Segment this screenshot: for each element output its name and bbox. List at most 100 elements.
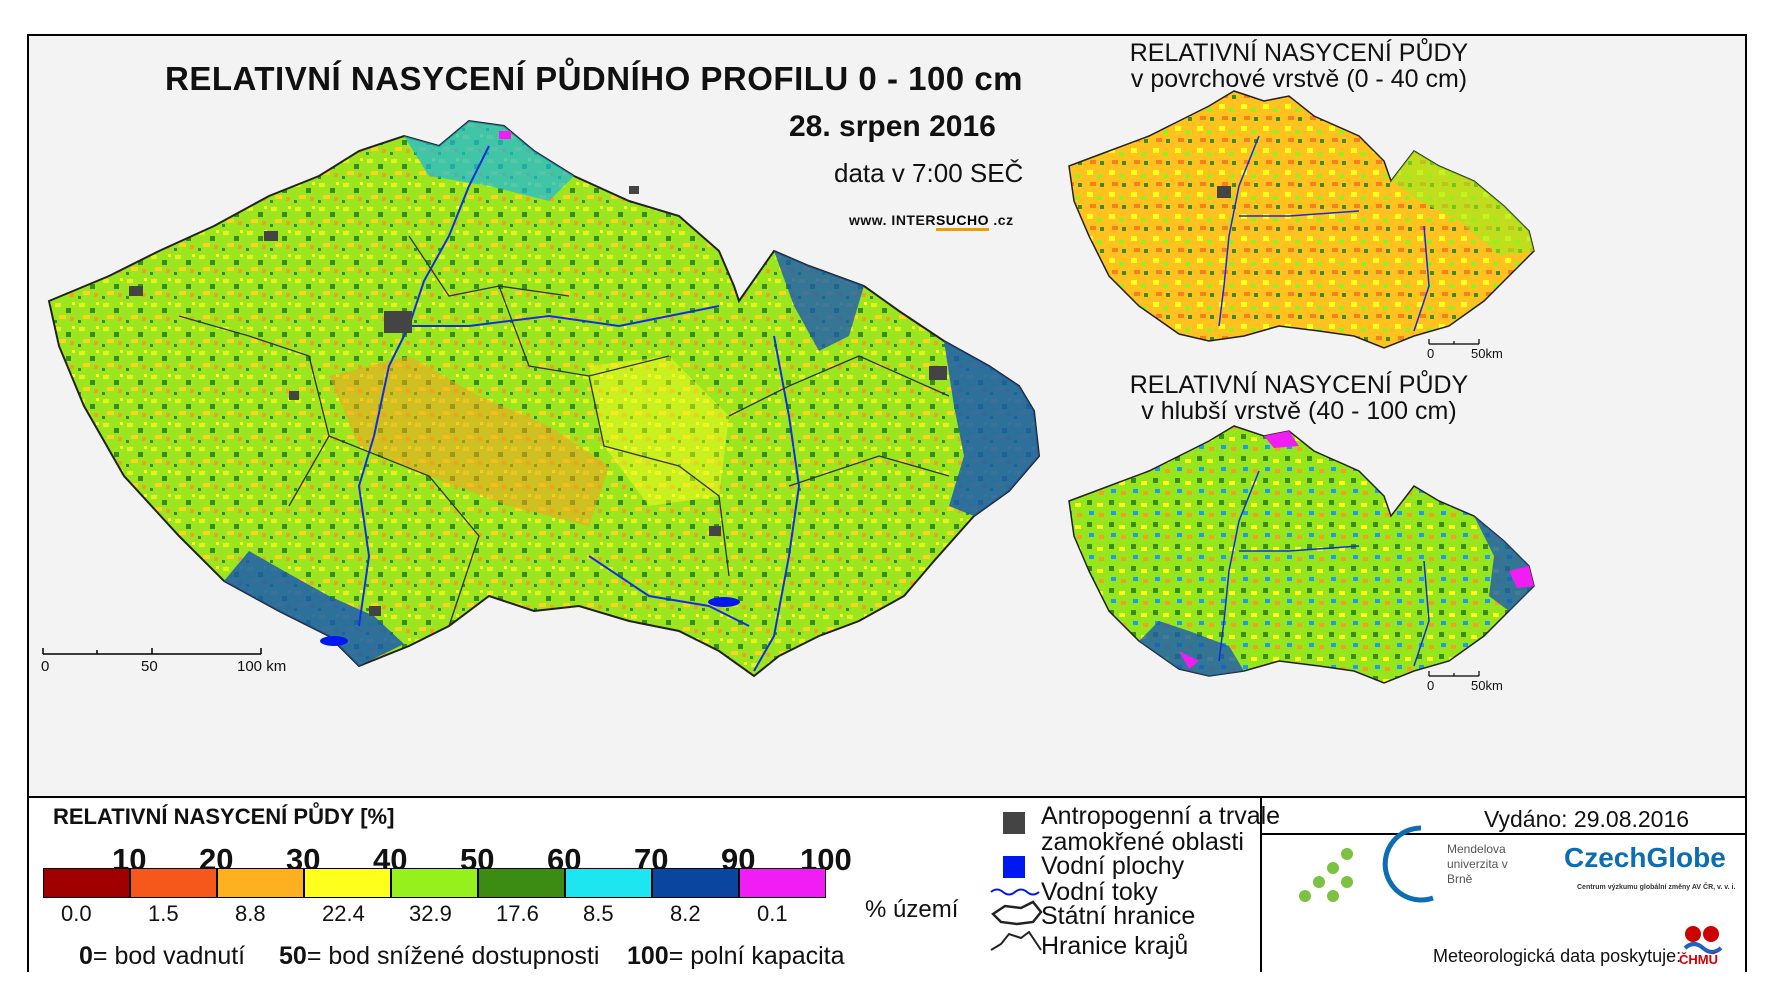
main-map-yellow-zone xyxy=(589,356,729,506)
legend-panel: RELATIVNÍ NASYCENÍ PŮDY [%] 10 20 30 40 50 60… xyxy=(29,796,1745,972)
inset-top-map xyxy=(1068,90,1535,349)
definition-wilting: 0= bod vadnutí xyxy=(79,942,245,971)
inset-top-green-zone xyxy=(1391,151,1534,256)
blue-square-icon xyxy=(1003,856,1025,878)
main-map-spot-5 xyxy=(629,186,639,194)
main-map-sumava xyxy=(224,551,404,666)
main-map-jeseniky xyxy=(774,251,864,351)
main-map-pink-spot xyxy=(499,131,511,139)
main-scale-label-0: 0 xyxy=(41,658,50,675)
map-frame: RELATIVNÍ NASYCENÍ PŮDNÍHO PROFILU 0 - 1… xyxy=(27,34,1747,972)
main-map-spot xyxy=(264,231,278,241)
inset-bottom-scale-bar xyxy=(1428,671,1480,677)
river-line-icon xyxy=(990,888,1040,896)
main-map-spot-2 xyxy=(129,286,143,296)
legend-class-swatch xyxy=(43,868,130,898)
legend-title: RELATIVNÍ NASYCENÍ PŮDY [%] xyxy=(53,804,395,829)
main-map xyxy=(42,119,1041,678)
legend-class-swatch xyxy=(565,868,652,898)
legend-class-percent: 1.5 xyxy=(148,901,179,926)
legend-class-swatch xyxy=(304,868,391,898)
legend-class-swatch xyxy=(652,868,739,898)
inset-top-prague xyxy=(1217,186,1231,198)
dark-square-icon xyxy=(1003,812,1025,834)
web-prefix: www. INTER xyxy=(849,212,936,228)
legend-class-percent: 0.0 xyxy=(61,901,92,926)
definition-wilting-value: 0 xyxy=(79,942,93,970)
state-border-icon xyxy=(991,900,1043,926)
inset-top-river xyxy=(1218,135,1430,332)
definition-capacity: 100= polní kapacita xyxy=(627,942,845,971)
legend-class-percent: 8.5 xyxy=(583,901,614,926)
legend-class-percent: 22.4 xyxy=(322,901,365,926)
main-scale-bar xyxy=(42,648,262,655)
web-accent: SUCHO xyxy=(935,212,989,231)
definition-reduced-value: 50 xyxy=(279,942,307,970)
legend-class-swatch xyxy=(217,868,304,898)
map-canvas xyxy=(42,90,1535,684)
mendel-logo-text: Mendelova univerzita v Brně xyxy=(1447,842,1508,886)
inset-top-scale-bar xyxy=(1428,339,1480,345)
definition-reduced-text: = bod snížené dostupnosti xyxy=(306,942,600,970)
mendel-logo-dots xyxy=(1299,848,1353,902)
chmu-logo-text: ČHMÚ xyxy=(1679,952,1718,967)
legend-class-percent: 0.1 xyxy=(757,901,788,926)
symbol-label-anthropogenic: Antropogenní a trvale xyxy=(1041,802,1281,830)
inset-bottom-title-line2: v hlubší vrstvě (40 - 100 cm) xyxy=(1141,397,1457,425)
main-scale-label-50: 50 xyxy=(141,658,158,675)
main-map-ostrava xyxy=(929,366,947,380)
legend-class-percent: 8.8 xyxy=(235,901,266,926)
symbol-label-region-border: Hranice krajů xyxy=(1041,932,1189,960)
inset-top-scale-label-0: 0 xyxy=(1427,346,1435,361)
main-map-spot-6 xyxy=(709,526,721,536)
web-suffix: .cz xyxy=(989,212,1014,228)
main-map-spot-3 xyxy=(289,391,299,400)
definition-wilting-text: = bod vadnutí xyxy=(92,942,246,970)
inset-top-title-line1: RELATIVNÍ NASYCENÍ PŮDY xyxy=(1129,39,1469,67)
czechglobe-logo: CzechGlobe xyxy=(1564,842,1726,873)
main-map-river-4 xyxy=(588,555,750,627)
legend-class-percent: 32.9 xyxy=(409,901,452,926)
map-area: RELATIVNÍ NASYCENÍ PŮDNÍHO PROFILU 0 - 1… xyxy=(29,36,1745,796)
legend-class-swatch xyxy=(739,868,826,898)
legend-class-swatch xyxy=(478,868,565,898)
inset-top-title-line2: v povrchové vrstvě (0 - 40 cm) xyxy=(1130,65,1468,93)
chmu-logo-icon xyxy=(1683,926,1723,954)
inset-bottom-scale-label-50: 50km xyxy=(1471,678,1503,693)
inset-bottom-title-line1: RELATIVNÍ NASYCENÍ PŮDY xyxy=(1129,371,1469,399)
symbol-label-state-border: Státní hranice xyxy=(1041,902,1196,930)
symbol-label-wetland: zamokřené oblasti xyxy=(1041,828,1244,856)
symbol-label-rivers: Vodní toky xyxy=(1041,878,1158,906)
region-border-icon xyxy=(990,930,1042,951)
main-map-prague xyxy=(384,311,412,333)
main-scale-label-100: 100 km xyxy=(237,658,287,675)
czechglobe-subtitle: Centrum výzkumu globální změny AV ČR, v.… xyxy=(1577,884,1736,891)
symbol-legend-icons xyxy=(990,798,1745,972)
inset-bottom-map xyxy=(1068,425,1535,684)
inset-bottom-scale-label-0: 0 xyxy=(1427,678,1435,693)
symbol-label-water-bodies: Vodní plochy xyxy=(1041,852,1185,880)
inset-bottom-river xyxy=(1218,470,1430,667)
czechglobe-logo-arc xyxy=(1382,825,1434,903)
main-map-river-3 xyxy=(753,335,801,672)
map-date: 28. srpen 2016 xyxy=(789,110,996,143)
definition-reduced: 50= bod snížené dostupnosti xyxy=(279,942,599,971)
inset-top-scale-label-50: 50km xyxy=(1471,346,1503,361)
main-map-reservoir-2 xyxy=(708,597,740,607)
legend-class-swatch xyxy=(391,868,478,898)
main-map-orange-zone xyxy=(329,356,609,526)
data-time: data v 7:00 SEČ xyxy=(834,158,1024,188)
percent-unit: % území xyxy=(865,896,959,923)
website-link[interactable]: www. INTERSUCHO .cz xyxy=(849,212,1014,231)
main-map-krkonose xyxy=(404,121,574,201)
inset-bottom-country xyxy=(1068,425,1535,684)
legend-class-percent: 17.6 xyxy=(496,901,539,926)
definition-capacity-text: = polní kapacita xyxy=(668,942,845,970)
main-map-spot-4 xyxy=(369,606,381,616)
meteo-credit: Meteorologická data poskytuje: xyxy=(1433,946,1682,966)
inset-bottom-blue-south xyxy=(1139,621,1244,676)
legend-class-swatch xyxy=(130,868,217,898)
main-map-region-borders xyxy=(178,235,950,627)
main-map-reservoir xyxy=(320,636,348,646)
main-map-river-2 xyxy=(409,305,720,328)
